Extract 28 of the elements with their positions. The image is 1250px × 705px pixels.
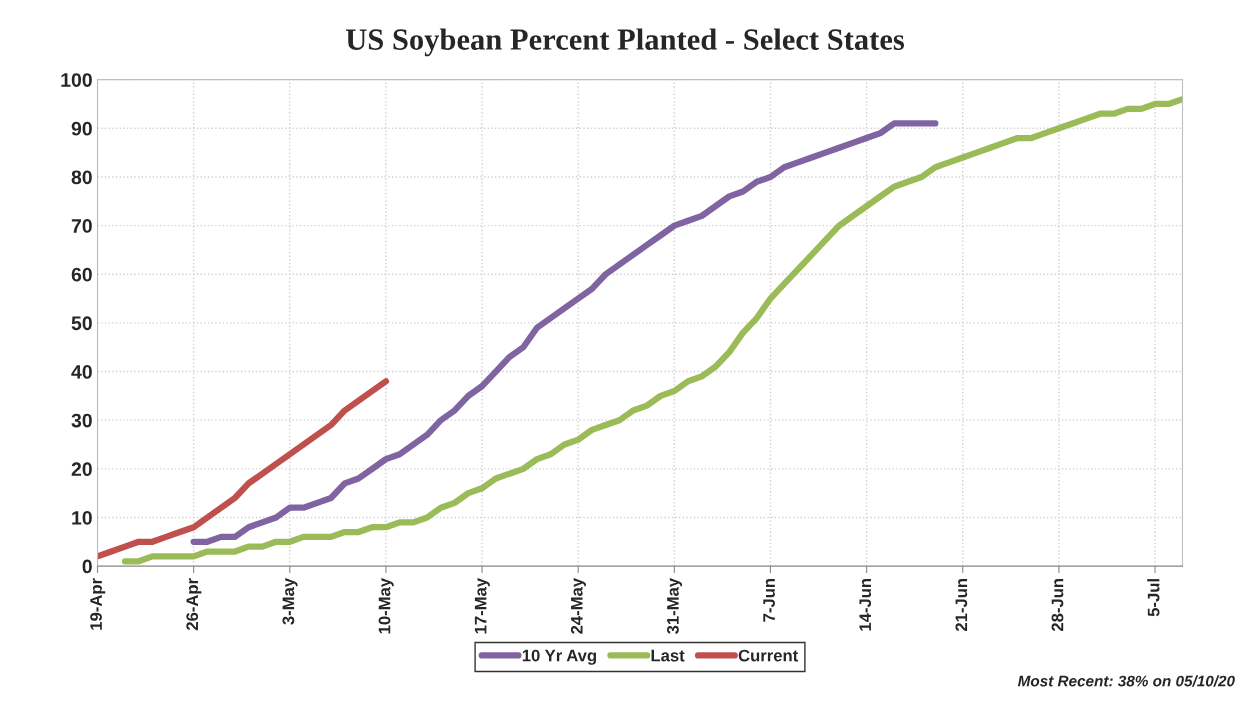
- y-tick-label: 40: [71, 365, 92, 379]
- y-tick-label: 100: [61, 73, 92, 87]
- x-tick-label: 10-May: [378, 578, 394, 634]
- x-tick-label: 28-Jun: [1051, 578, 1064, 632]
- x-tick-label: 31-May: [667, 578, 683, 635]
- x-tick-label: 5-Jul: [1147, 579, 1160, 617]
- x-tick-label: 3-May: [282, 578, 298, 625]
- chart-title: US Soybean Percent Planted - Select States: [345, 28, 905, 57]
- x-tick-label: 24-May: [570, 578, 586, 634]
- x-tick-label: 17-May: [474, 578, 490, 634]
- legend-label: 10 Yr Avg: [522, 649, 596, 665]
- y-tick-label: 20: [71, 462, 92, 477]
- y-tick-label: 30: [71, 413, 92, 428]
- legend-label: Current: [738, 649, 799, 662]
- text: Most Recent: 38% on 05/10/20: [1017, 675, 1235, 687]
- y-tick-label: 80: [71, 170, 92, 185]
- y-tick-label: 70: [71, 219, 92, 233]
- y-tick-label: 90: [71, 121, 92, 136]
- x-tick-label: 14-Jun: [859, 578, 872, 631]
- y-tick-label: 0: [82, 559, 92, 574]
- y-tick-label: 60: [71, 267, 92, 282]
- legend-label: Last: [651, 649, 685, 662]
- x-tick-label: 26-Apr: [186, 578, 202, 631]
- x-tick-label: 21-Jun: [955, 578, 968, 632]
- y-tick-label: 50: [71, 316, 92, 331]
- y-tick-label: 10: [72, 510, 92, 525]
- x-tick-label: 7-Jun: [763, 578, 775, 622]
- x-tick-label: 19-Apr: [90, 578, 106, 630]
